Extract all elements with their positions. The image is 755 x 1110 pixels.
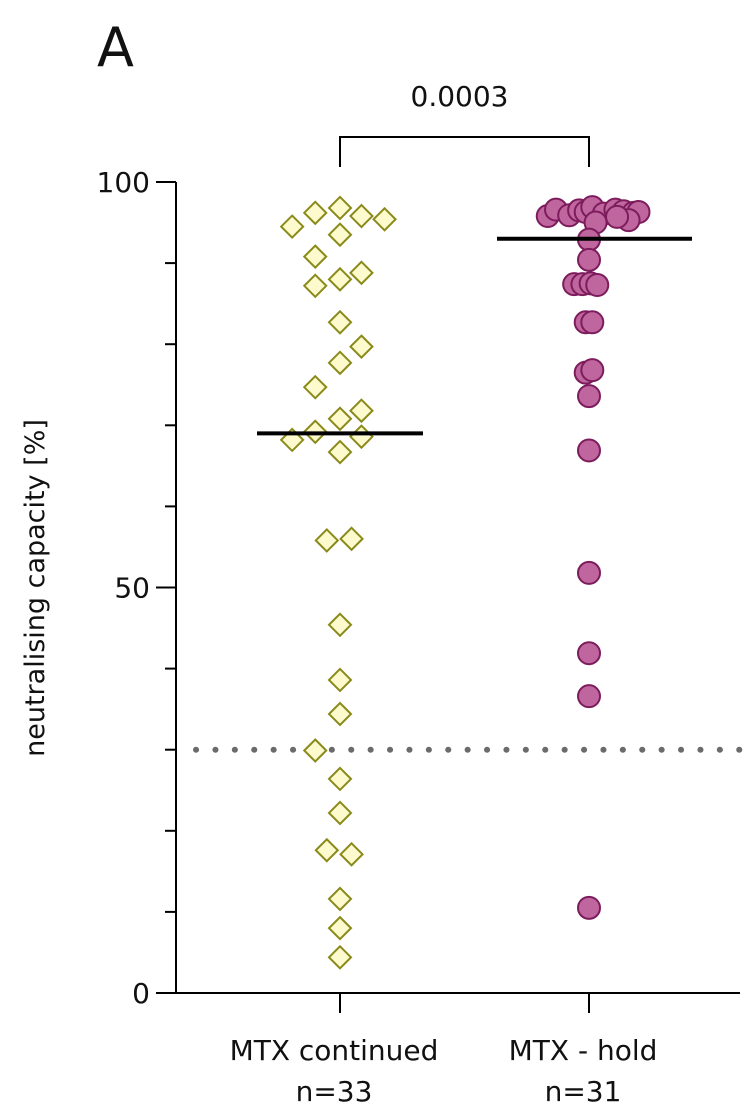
data-point-circle [577, 895, 601, 920]
data-point-circle [580, 310, 605, 335]
data-point-circle [577, 438, 601, 463]
data-point-diamond [327, 350, 353, 376]
data-point-diamond [302, 244, 328, 270]
category-n-label: n=31 [545, 1075, 622, 1108]
data-point-circle [580, 358, 605, 383]
axes: 0 50 100 [97, 166, 740, 1013]
data-point-diamond [327, 886, 353, 912]
significance-bracket: 0.0003 [339, 80, 590, 167]
data-point-diamond [349, 260, 374, 286]
category-labels: MTX continued n=33 MTX - hold n=31 [230, 1034, 658, 1108]
significance-bracket-line [339, 136, 590, 167]
data-point-diamond [302, 374, 328, 400]
category-label: MTX - hold [509, 1034, 658, 1067]
data-point-diamond [327, 266, 353, 292]
panel-label: A [97, 16, 134, 79]
y-tick-label: 50 [114, 572, 150, 605]
data-point-diamond [349, 334, 374, 360]
data-point-diamond [279, 214, 305, 240]
data-point-diamond [302, 200, 328, 226]
data-point-circle [577, 684, 601, 709]
data-point-diamond [327, 222, 353, 248]
data-point-diamond [349, 424, 374, 450]
data-points [279, 195, 651, 970]
p-value-label: 0.0003 [411, 80, 509, 113]
data-point-circle [585, 272, 610, 297]
data-point-diamond [327, 667, 353, 693]
data-point-diamond [327, 406, 353, 432]
data-point-diamond [327, 701, 353, 727]
data-point-circle [577, 560, 601, 585]
y-tick-label: 100 [97, 166, 150, 199]
data-point-diamond [349, 398, 374, 424]
data-point-diamond [302, 273, 328, 299]
y-axis-label: neutralising capacity [%] [20, 419, 51, 757]
data-point-circle [577, 641, 601, 666]
data-point-diamond [327, 915, 353, 941]
data-point-diamond [339, 526, 364, 552]
data-point-diamond [327, 195, 353, 221]
data-point-circle [605, 204, 630, 229]
data-point-diamond [372, 206, 397, 232]
data-point-diamond [327, 439, 353, 465]
data-point-diamond [314, 528, 340, 553]
data-point-diamond [302, 738, 328, 763]
data-point-diamond [327, 612, 353, 638]
data-point-diamond [327, 944, 353, 970]
data-point-diamond [349, 203, 374, 229]
category-label: MTX continued [230, 1034, 439, 1067]
data-point-circle [577, 247, 601, 272]
data-point-circle [577, 384, 601, 409]
data-point-diamond [327, 766, 353, 792]
data-point-diamond [339, 841, 364, 867]
median-lines [257, 236, 692, 436]
y-tick-label: 0 [132, 977, 150, 1010]
category-n-label: n=33 [296, 1075, 373, 1108]
data-point-diamond [327, 800, 353, 826]
data-point-diamond [327, 309, 353, 335]
data-point-diamond [314, 837, 340, 863]
